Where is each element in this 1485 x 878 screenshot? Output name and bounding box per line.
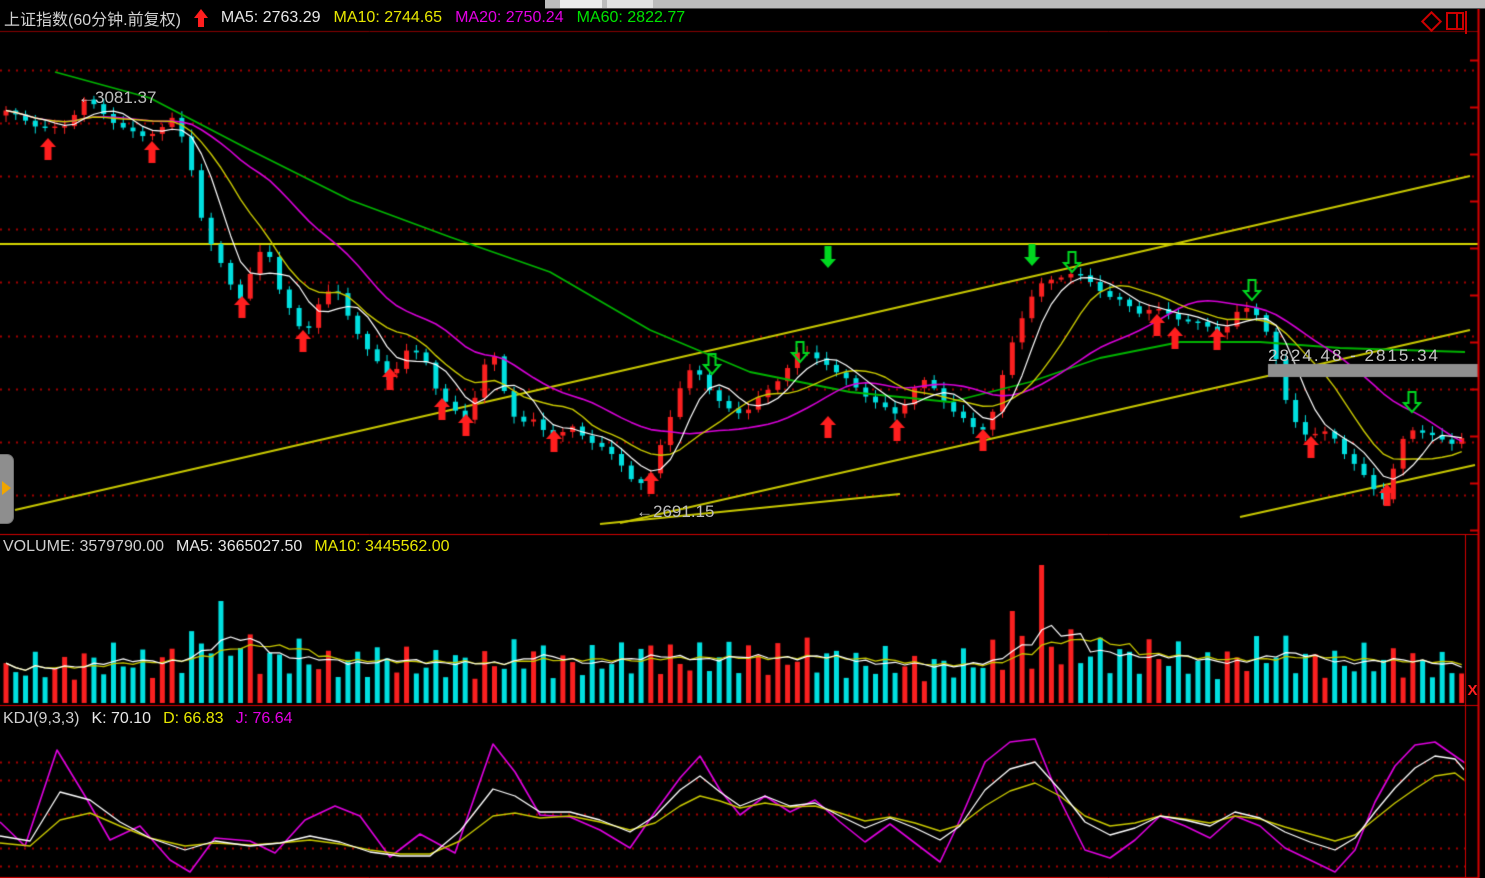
right-triangle-icon [2,481,11,495]
split-window-icon[interactable] [1446,12,1464,30]
close-indicator-button[interactable]: X [1467,682,1478,699]
sidebar-expander-handle[interactable] [0,454,14,524]
